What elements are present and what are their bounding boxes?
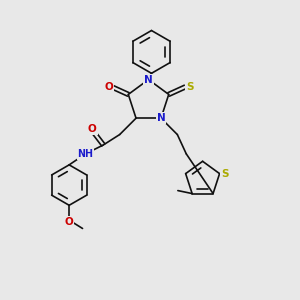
Text: O: O	[88, 124, 97, 134]
Text: S: S	[221, 169, 229, 178]
Text: N: N	[157, 113, 165, 123]
Text: O: O	[65, 217, 74, 226]
Text: N: N	[144, 75, 153, 85]
Text: O: O	[104, 82, 113, 92]
Text: S: S	[186, 82, 193, 92]
Text: NH: NH	[77, 149, 94, 159]
